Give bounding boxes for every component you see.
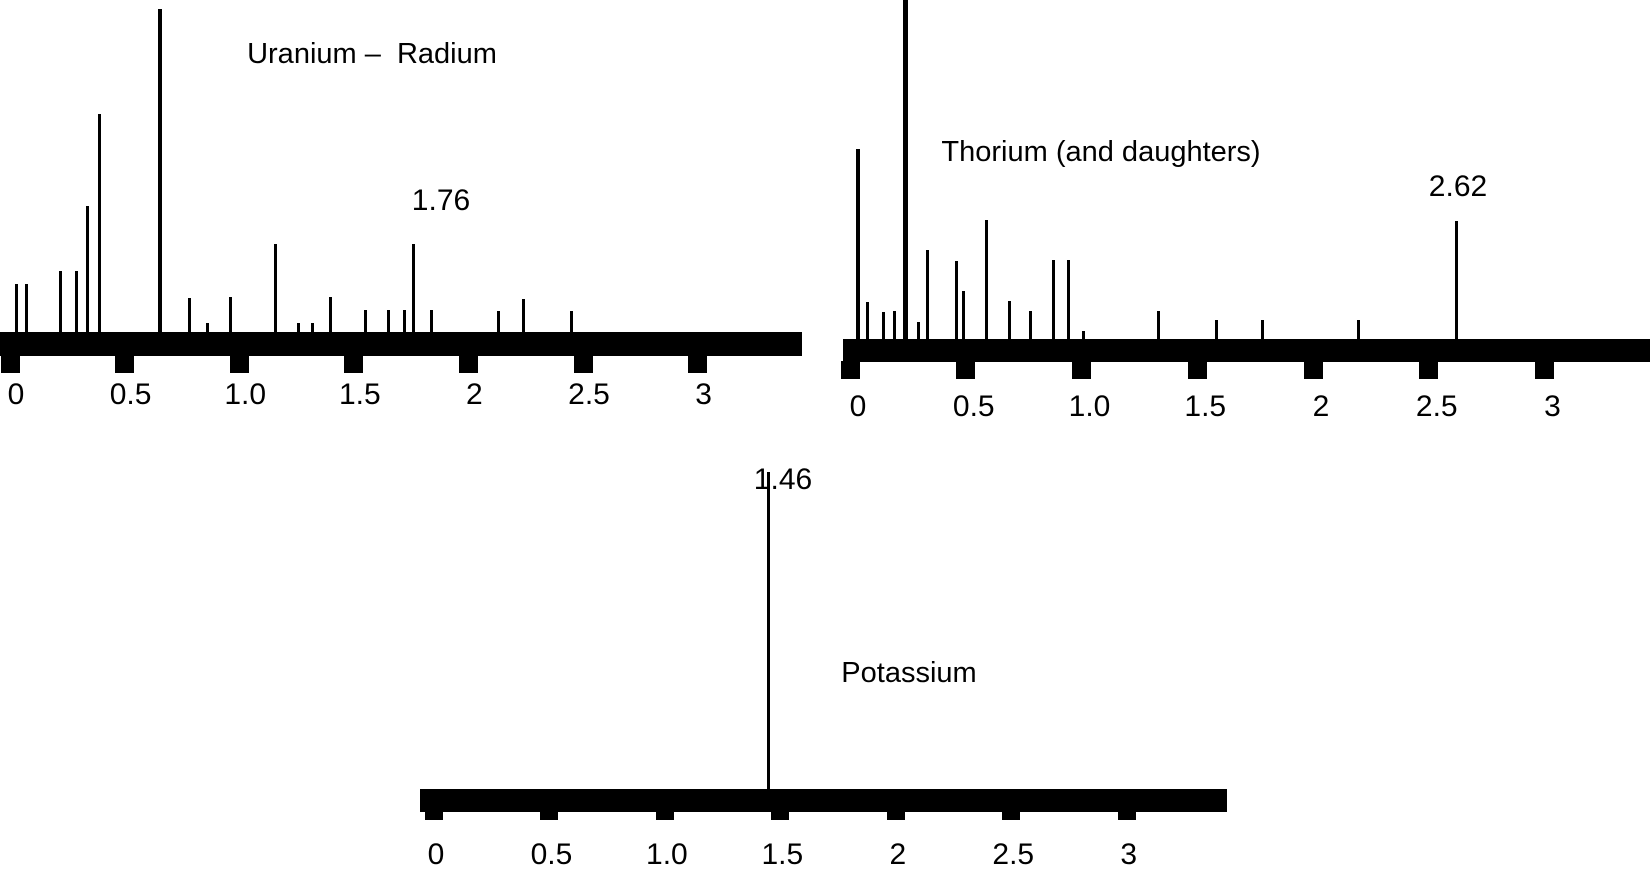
x-axis-tick (573, 355, 593, 373)
chart-title: Thorium (and daughters) (941, 136, 1261, 168)
spectral-line (892, 311, 896, 343)
spectral-line (1066, 260, 1070, 343)
spectral-line (856, 149, 861, 343)
spectral-line (902, 0, 908, 343)
x-axis-tick (344, 355, 364, 373)
x-axis-tick-label: 1.5 (1184, 390, 1227, 423)
spectral-line (766, 472, 770, 793)
x-axis-tick-label: 3 (1120, 838, 1138, 871)
x-axis-tick-label: 2.5 (1415, 390, 1458, 423)
x-axis-tick (229, 355, 249, 373)
x-axis-tick (1117, 811, 1136, 820)
x-axis-tick (655, 811, 674, 820)
x-axis-tick (771, 811, 790, 820)
spectral-line (1260, 320, 1264, 343)
x-axis-bar (843, 339, 1650, 362)
x-axis-tick-label: 0 (849, 390, 867, 423)
x-axis-tick-label: 3 (695, 378, 712, 411)
peak-energy-label: 1.46 (753, 463, 813, 496)
x-axis-bar (0, 332, 802, 356)
spectral-line (1081, 331, 1085, 343)
spectral-line (1156, 311, 1160, 343)
x-axis-tick (1187, 361, 1207, 379)
x-axis-tick (1535, 361, 1554, 379)
chart-title: Uranium – Radium (247, 38, 497, 70)
x-axis-tick-label: 2 (1312, 390, 1330, 423)
spectral-line (962, 291, 966, 343)
spectral-line (86, 206, 90, 336)
spectral-line (985, 220, 989, 343)
spectral-line (24, 284, 28, 336)
x-axis-tick-label: 2.5 (992, 838, 1035, 871)
spectral-line (363, 310, 367, 336)
x-axis-tick-label: 2 (466, 378, 483, 411)
spectral-line (58, 271, 62, 336)
spectral-line (1029, 311, 1033, 343)
spectral-line (917, 322, 921, 343)
x-axis-tick (540, 811, 559, 820)
x-axis-tick (956, 361, 976, 379)
x-axis-tick-label: 1.5 (761, 838, 804, 871)
spectral-line (74, 271, 78, 336)
x-axis-tick (0, 355, 20, 373)
spectral-line (1356, 320, 1360, 343)
peak-energy-label: 2.62 (1428, 170, 1488, 203)
x-axis-tick-label: 2 (889, 838, 907, 871)
x-axis-tick-label: 0.5 (530, 838, 573, 871)
x-axis-tick (1303, 361, 1323, 379)
x-axis-tick-label: 1.0 (224, 378, 267, 411)
spectral-line (570, 311, 574, 336)
spectral-line (1215, 320, 1219, 343)
x-axis-tick (458, 355, 478, 373)
x-axis-tick (115, 355, 135, 373)
spectral-line (386, 310, 390, 336)
spectral-line (925, 250, 929, 343)
spectral-line (158, 9, 163, 336)
spectral-line (205, 323, 209, 336)
x-axis-tick (1002, 811, 1021, 820)
x-axis-tick-label: 3 (1544, 390, 1561, 423)
spectral-line (297, 323, 301, 336)
x-axis-tick (886, 811, 905, 820)
spectral-line (274, 244, 278, 336)
x-axis-tick-label: 1.0 (1068, 390, 1111, 423)
spectral-line (228, 297, 232, 336)
spectral-line (188, 298, 192, 336)
chart-title: Potassium (841, 657, 977, 689)
spectral-line (521, 299, 525, 336)
x-axis-tick-label: 0.5 (952, 390, 995, 423)
x-axis-tick (1072, 361, 1091, 379)
x-axis-tick (1419, 361, 1439, 379)
x-axis-tick (688, 355, 708, 373)
spectral-line (402, 310, 406, 336)
spectral-line (866, 302, 870, 343)
spectral-line (496, 311, 500, 336)
x-axis-tick-label: 1.0 (646, 838, 688, 871)
x-axis-tick-label: 0.5 (109, 378, 152, 411)
x-axis-tick-label: 2.5 (568, 378, 610, 411)
spectral-line (954, 261, 958, 343)
spectral-line (1007, 301, 1011, 343)
spectral-line (311, 323, 315, 336)
spectral-line (411, 244, 415, 336)
x-axis-bar (420, 789, 1227, 812)
x-axis-tick (840, 361, 860, 379)
spectral-line (1455, 221, 1459, 343)
spectral-line (1051, 260, 1055, 343)
x-axis-tick-label: 1.5 (338, 378, 381, 411)
peak-energy-label: 1.76 (411, 184, 471, 217)
spectral-line (881, 312, 885, 343)
x-axis-tick-label: 0 (427, 838, 445, 871)
spectral-line (430, 310, 434, 336)
spectral-line (15, 284, 19, 336)
spectral-line (97, 114, 101, 336)
spectral-line (329, 297, 333, 336)
x-axis-tick-label: 0 (7, 378, 25, 411)
x-axis-tick (425, 811, 443, 820)
